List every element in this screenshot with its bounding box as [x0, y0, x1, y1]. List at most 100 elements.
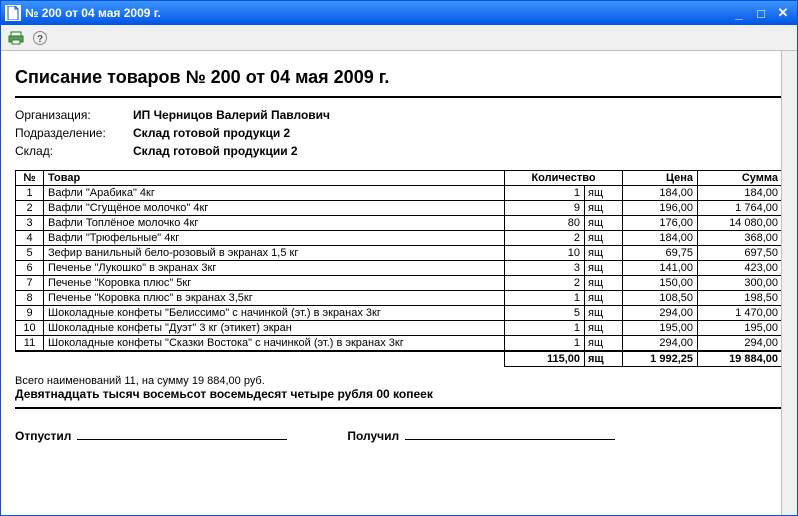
table-row: 10Шоколадные конфеты "Дуэт" 3 кг (этикет… — [16, 321, 783, 336]
received-line — [405, 439, 615, 440]
cell-qty: 3 — [505, 261, 585, 276]
cell-price: 150,00 — [623, 276, 698, 291]
cell-num: 7 — [16, 276, 44, 291]
cell-sum: 184,00 — [698, 186, 783, 201]
cell-unit: ящ — [585, 201, 623, 216]
total-sum: 19 884,00 — [698, 351, 783, 367]
document-icon — [5, 5, 21, 21]
cell-sum: 1 764,00 — [698, 201, 783, 216]
svg-text:?: ? — [37, 34, 43, 45]
cell-price: 195,00 — [623, 321, 698, 336]
cell-sum: 1 470,00 — [698, 306, 783, 321]
print-button[interactable] — [5, 27, 27, 49]
cell-num: 2 — [16, 201, 44, 216]
received-label: Получил — [347, 429, 399, 443]
cell-sum: 195,00 — [698, 321, 783, 336]
cell-unit: ящ — [585, 306, 623, 321]
org-label: Организация: — [15, 106, 133, 124]
th-num: № — [16, 171, 44, 186]
cell-num: 4 — [16, 231, 44, 246]
summary-words: Девятнадцать тысяч восемьсот восемьдесят… — [15, 387, 783, 409]
th-price: Цена — [623, 171, 698, 186]
cell-price: 196,00 — [623, 201, 698, 216]
cell-unit: ящ — [585, 216, 623, 231]
table-row: 9Шоколадные конфеты "Белиссимо" с начинк… — [16, 306, 783, 321]
minimize-button[interactable]: _ — [729, 4, 749, 22]
total-qty: 115,00 — [505, 351, 585, 367]
total-price: 1 992,25 — [623, 351, 698, 367]
cell-qty: 1 — [505, 336, 585, 352]
cell-sum: 294,00 — [698, 336, 783, 352]
cell-num: 1 — [16, 186, 44, 201]
cell-qty: 9 — [505, 201, 585, 216]
cell-unit: ящ — [585, 291, 623, 306]
cell-sum: 300,00 — [698, 276, 783, 291]
cell-qty: 2 — [505, 231, 585, 246]
th-sum: Сумма — [698, 171, 783, 186]
cell-sum: 697,50 — [698, 246, 783, 261]
cell-qty: 1 — [505, 291, 585, 306]
total-row: 115,00 ящ 1 992,25 19 884,00 — [16, 351, 783, 367]
cell-num: 11 — [16, 336, 44, 352]
cell-num: 3 — [16, 216, 44, 231]
cell-item: Печенье "Коровка плюс" 5кг — [44, 276, 505, 291]
cell-price: 294,00 — [623, 336, 698, 352]
cell-sum: 368,00 — [698, 231, 783, 246]
released-line — [77, 439, 287, 440]
cell-qty: 1 — [505, 321, 585, 336]
cell-sum: 14 080,00 — [698, 216, 783, 231]
cell-price: 176,00 — [623, 216, 698, 231]
wh-label: Склад: — [15, 142, 133, 160]
cell-item: Шоколадные конфеты "Сказки Востока" с на… — [44, 336, 505, 352]
cell-price: 69,75 — [623, 246, 698, 261]
cell-num: 5 — [16, 246, 44, 261]
cell-unit: ящ — [585, 246, 623, 261]
table-row: 2Вафли "Сгущёное молочко" 4кг9ящ196,001 … — [16, 201, 783, 216]
table-row: 3Вафли Топлёное молочко 4кг80ящ176,0014 … — [16, 216, 783, 231]
cell-price: 184,00 — [623, 186, 698, 201]
cell-num: 6 — [16, 261, 44, 276]
cell-unit: ящ — [585, 276, 623, 291]
cell-sum: 423,00 — [698, 261, 783, 276]
cell-unit: ящ — [585, 321, 623, 336]
cell-qty: 2 — [505, 276, 585, 291]
cell-price: 141,00 — [623, 261, 698, 276]
table-row: 1Вафли "Арабика" 4кг1ящ184,00184,00 — [16, 186, 783, 201]
released-label: Отпустил — [15, 429, 71, 443]
window: № 200 от 04 мая 2009 г. _ □ ✕ ? Списание… — [0, 0, 798, 516]
cell-item: Печенье "Коровка плюс" в экранах 3,5кг — [44, 291, 505, 306]
titlebar: № 200 от 04 мая 2009 г. _ □ ✕ — [1, 1, 797, 25]
cell-unit: ящ — [585, 231, 623, 246]
table-row: 4Вафли "Трюфельные" 4кг2ящ184,00368,00 — [16, 231, 783, 246]
help-button[interactable]: ? — [29, 27, 51, 49]
table-row: 7Печенье "Коровка плюс" 5кг2ящ150,00300,… — [16, 276, 783, 291]
table-row: 8Печенье "Коровка плюс" в экранах 3,5кг1… — [16, 291, 783, 306]
close-button[interactable]: ✕ — [773, 4, 793, 22]
cell-item: Зефир ванильный бело-розовый в экранах 1… — [44, 246, 505, 261]
cell-unit: ящ — [585, 336, 623, 352]
org-value: ИП Черницов Валерий Павлович — [133, 106, 330, 124]
wh-value: Склад готовой продукции 2 — [133, 142, 298, 160]
cell-item: Вафли Топлёное молочко 4кг — [44, 216, 505, 231]
table-row: 6Печенье "Лукошко" в экранах 3кг3ящ141,0… — [16, 261, 783, 276]
total-unit: ящ — [585, 351, 623, 367]
cell-num: 10 — [16, 321, 44, 336]
cell-qty: 1 — [505, 186, 585, 201]
maximize-button[interactable]: □ — [751, 4, 771, 22]
scrollbar[interactable] — [781, 51, 797, 515]
cell-qty: 5 — [505, 306, 585, 321]
cell-num: 8 — [16, 291, 44, 306]
cell-price: 108,50 — [623, 291, 698, 306]
cell-item: Вафли "Трюфельные" 4кг — [44, 231, 505, 246]
cell-qty: 10 — [505, 246, 585, 261]
cell-unit: ящ — [585, 186, 623, 201]
table-row: 5Зефир ванильный бело-розовый в экранах … — [16, 246, 783, 261]
cell-price: 184,00 — [623, 231, 698, 246]
document-content: Списание товаров № 200 от 04 мая 2009 г.… — [1, 51, 797, 515]
document-title: Списание товаров № 200 от 04 мая 2009 г. — [15, 61, 783, 98]
cell-num: 9 — [16, 306, 44, 321]
cell-price: 294,00 — [623, 306, 698, 321]
cell-item: Шоколадные конфеты "Дуэт" 3 кг (этикет) … — [44, 321, 505, 336]
table-row: 11Шоколадные конфеты "Сказки Востока" с … — [16, 336, 783, 352]
cell-item: Шоколадные конфеты "Белиссимо" с начинко… — [44, 306, 505, 321]
